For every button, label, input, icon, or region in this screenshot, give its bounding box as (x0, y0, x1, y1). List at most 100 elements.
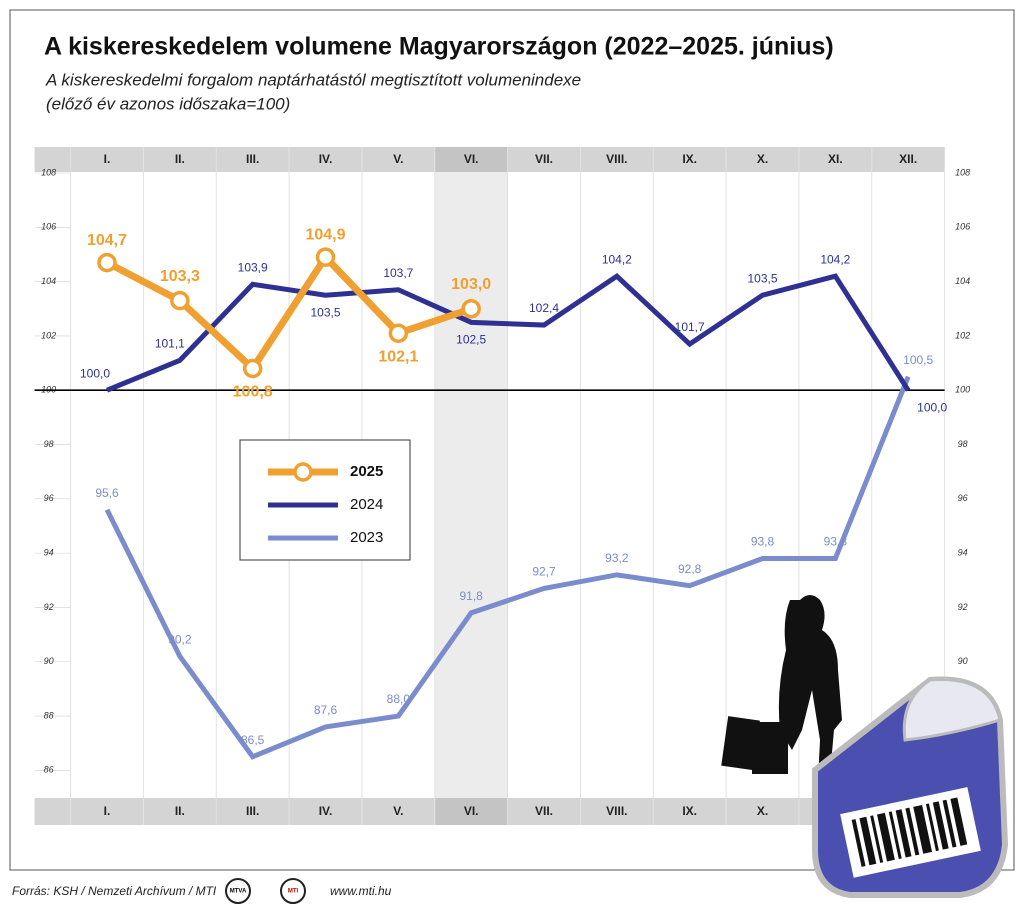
data-label: 92,7 (532, 565, 556, 579)
y-tick-label: 86 (44, 765, 54, 775)
x-tick-label: III. (246, 804, 259, 818)
x-tick-label: V. (393, 804, 403, 818)
x-tick-label: III. (246, 152, 259, 166)
y-tick-label: 106 (955, 222, 970, 232)
data-label: 103,5 (748, 271, 778, 285)
x-tick-label: IV. (319, 152, 333, 166)
marker (170, 290, 190, 311)
data-label: 104,2 (602, 252, 632, 266)
x-tick-label: VIII. (606, 804, 627, 818)
x-tick-label: IX. (682, 152, 697, 166)
data-label: 90,2 (168, 632, 192, 646)
data-label: 103,9 (238, 260, 268, 274)
data-label: 102,5 (456, 333, 486, 347)
data-label: 101,1 (155, 337, 185, 351)
subtitle: (előző év azonos időszaka=100) (46, 94, 290, 113)
x-tick-label: XI. (828, 152, 843, 166)
legend-label: 2024 (350, 496, 383, 513)
data-label: 92,8 (678, 562, 702, 576)
highlight-band (434, 147, 508, 172)
series-line (106, 272, 911, 393)
data-label: 100,0 (80, 366, 110, 380)
data-label: 87,6 (314, 703, 338, 717)
barcode (851, 797, 968, 867)
x-tick-label: X. (757, 804, 768, 818)
data-label: 104,9 (305, 226, 345, 243)
data-label: 93,8 (751, 535, 775, 549)
data-label: 102,1 (378, 348, 418, 365)
x-tick-label: I. (104, 152, 111, 166)
data-label: 88,0 (387, 692, 411, 706)
data-label: 103,0 (451, 276, 491, 293)
data-label: 86,5 (241, 733, 265, 747)
data-label: 100,5 (903, 353, 933, 367)
marker (388, 323, 409, 343)
series-line (105, 251, 473, 374)
y-tick-label: 98 (44, 439, 54, 449)
bag (721, 716, 760, 771)
y-tick-label: 90 (958, 656, 968, 666)
url: www.mti.hu (330, 884, 392, 898)
data-label: 104,2 (820, 252, 850, 266)
legend-label: 2023 (350, 529, 383, 546)
series-line (104, 375, 911, 760)
data-label: 102,4 (529, 301, 559, 315)
y-tick-label: 90 (44, 656, 54, 666)
data-label: 101,7 (675, 320, 705, 334)
highlight-column (434, 147, 508, 825)
logo-text: MTI (288, 889, 299, 895)
data-label: 103,3 (160, 268, 200, 285)
x-tick-label: IV. (319, 804, 333, 818)
subtitle: A kiskereskedelmi forgalom naptárhatástó… (45, 70, 581, 89)
logo-text: MTVA (230, 889, 247, 895)
x-tick-label: XII. (899, 152, 917, 166)
data-label: 100,8 (233, 384, 273, 401)
data-label: 100,0 (917, 400, 947, 414)
chart-title: A kiskereskedelem volumene Magyarországo… (44, 33, 834, 61)
plot-area: I. I. II. II. III. III. IV. IV. V. V. VI. VI. VII. VI… (34, 147, 970, 825)
data-label: 93,2 (605, 551, 629, 565)
logo (280, 878, 306, 904)
data-label: 91,8 (460, 589, 484, 603)
x-tick-label: VI. (464, 152, 479, 166)
y-tick-label: 108 (955, 167, 970, 177)
marker (242, 358, 263, 379)
x-tick-label: VI. (464, 804, 479, 818)
y-tick-label: 88 (44, 710, 54, 720)
y-tick-label: 96 (958, 493, 968, 503)
y-tick-label: 106 (41, 222, 56, 232)
data-label: 103,5 (311, 305, 341, 319)
x-tick-label: VIII. (606, 152, 627, 166)
legend-label: 2025 (350, 463, 383, 480)
source: Forrás: KSH / Nemzeti Archívum / MTI (12, 884, 217, 898)
sticker-curl (902, 678, 1002, 742)
y-tick-label: 104 (41, 276, 56, 286)
marker (461, 299, 481, 319)
y-tick-label: 102 (955, 330, 970, 340)
x-tick-label: II. (175, 804, 185, 818)
x-tick-label: V. (393, 152, 403, 166)
x-tick-label: II. (175, 152, 185, 166)
y-tick-label: 92 (44, 602, 54, 612)
bag (752, 722, 788, 774)
y-tick-label: 96 (44, 493, 54, 503)
y-tick-label: 98 (958, 439, 968, 449)
x-tick-label: X. (757, 152, 768, 166)
y-tick-label: 102 (41, 330, 56, 340)
x-tick-label: IX. (682, 804, 697, 818)
data-label: 95,6 (95, 486, 119, 500)
y-tick-label: 100 (955, 385, 970, 395)
x-tick-label: VII. (535, 152, 553, 166)
legend-box (239, 439, 411, 561)
marker (97, 252, 117, 273)
decoration (721, 595, 1009, 898)
y-tick-label: 94 (958, 548, 968, 558)
y-tick-label: 108 (41, 167, 56, 177)
data-label: 103,7 (383, 266, 413, 280)
highlight-band (434, 798, 508, 825)
x-tick-label: VII. (535, 804, 553, 818)
legend-marker (293, 462, 313, 482)
y-tick-label: 92 (958, 602, 968, 612)
data-label: 93,8 (824, 535, 848, 549)
